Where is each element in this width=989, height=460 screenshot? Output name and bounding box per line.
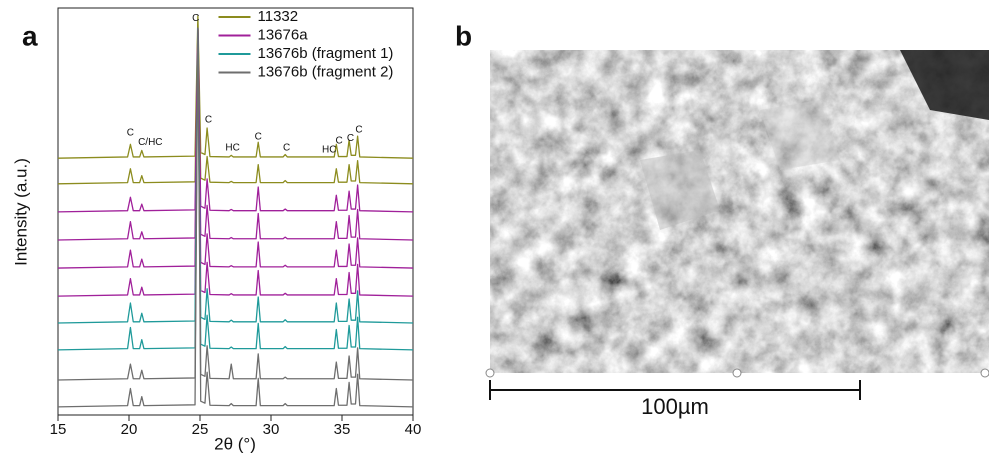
peak-annotation: C bbox=[127, 128, 134, 139]
peak-annotation: C bbox=[205, 115, 212, 126]
sem-shadow bbox=[900, 50, 989, 120]
panel-label: a bbox=[22, 20, 38, 51]
xrd-trace bbox=[58, 23, 413, 185]
panel-label: b bbox=[455, 20, 472, 51]
sem-crystal bbox=[760, 100, 840, 170]
traces bbox=[58, 15, 413, 408]
sem-texture bbox=[490, 50, 989, 373]
x-tick-label: 30 bbox=[263, 421, 280, 438]
x-tick-label: 35 bbox=[334, 421, 351, 438]
y-axis-label: Intensity (a.u.) bbox=[11, 158, 30, 266]
x-tick-label: 20 bbox=[121, 421, 138, 438]
scale-bar-label: 100µm bbox=[641, 394, 709, 419]
xrd-trace bbox=[58, 27, 413, 241]
x-tick-label: 25 bbox=[192, 421, 209, 438]
xrd-trace bbox=[58, 27, 413, 351]
legend-label: 13676b (fragment 1) bbox=[258, 45, 394, 62]
x-tick-label: 15 bbox=[50, 421, 67, 438]
sem-image bbox=[490, 50, 989, 373]
peak-annotation: C/HC bbox=[138, 137, 162, 148]
x-axis-label: 2θ (°) bbox=[214, 434, 256, 453]
peak-annotation: C bbox=[255, 132, 262, 143]
peak-annotation: C bbox=[283, 143, 290, 154]
peak-annotation: C bbox=[336, 136, 343, 147]
peak-annotation: C bbox=[355, 125, 362, 136]
image-handle bbox=[485, 368, 495, 378]
peak-annotation: C bbox=[347, 133, 354, 144]
xrd-trace bbox=[58, 27, 413, 381]
sem-crystal bbox=[640, 150, 720, 230]
xrd-trace bbox=[58, 27, 413, 297]
x-tick-label: 40 bbox=[405, 421, 422, 438]
peak-annotation: HC bbox=[225, 143, 239, 154]
legend-label: 13676b (fragment 2) bbox=[258, 63, 394, 80]
image-handle bbox=[732, 368, 742, 378]
legend-label: 11332 bbox=[258, 8, 299, 25]
peak-annotation: C bbox=[192, 13, 199, 24]
legend-label: 13676a bbox=[258, 26, 309, 43]
peak-annotation: HC bbox=[322, 145, 336, 156]
xrd-trace bbox=[58, 27, 413, 408]
xrd-trace bbox=[58, 27, 413, 269]
xrd-trace bbox=[58, 15, 413, 159]
xrd-trace bbox=[58, 27, 413, 324]
image-handle bbox=[980, 368, 989, 378]
xrd-trace bbox=[58, 27, 413, 213]
